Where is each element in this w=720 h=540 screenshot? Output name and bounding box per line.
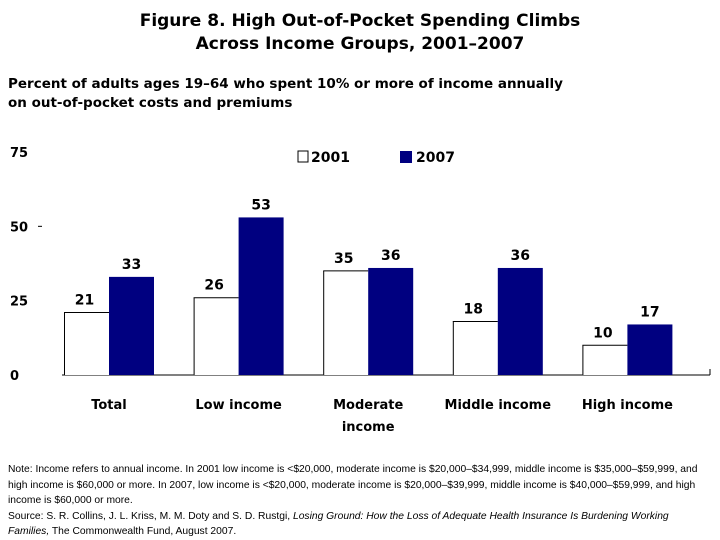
legend-label-2001: 2001: [311, 150, 350, 166]
data-label-2007-4: 17: [640, 304, 659, 320]
legend-swatch-2007: [400, 151, 412, 163]
category-label-4: High income: [582, 398, 673, 413]
y-tick-label-25: 25: [10, 295, 28, 310]
data-label-2007-1: 53: [251, 197, 270, 213]
category-label-1: Low income: [195, 398, 282, 413]
legend-label-2007: 2007: [416, 150, 455, 166]
chart-note: Note: Income refers to annual income. In…: [8, 462, 712, 540]
bar-2001-0: [64, 312, 109, 375]
title-line-2: Across Income Groups, 2001–2007: [195, 34, 525, 54]
bar-2007-2: [368, 267, 414, 375]
data-label-2007-0: 33: [122, 257, 141, 273]
category-label-3: Middle income: [445, 398, 552, 413]
source-text: Source: S. R. Collins, J. L. Kriss, M. M…: [8, 509, 712, 540]
bar-2007-4: [627, 324, 673, 375]
bar-2001-2: [323, 270, 369, 375]
category-label-2-line2: income: [342, 420, 395, 435]
bar-2001-4: [582, 345, 628, 375]
y-tick-label-0: 0: [10, 369, 19, 384]
note-text: Note: Income refers to annual income. In…: [8, 464, 698, 506]
bar-chart: 0 25 50 75 21 33 Total 26 53 Low income 35 36 Modera…: [10, 146, 711, 435]
bar-2007-0: [109, 276, 154, 375]
data-label-2001-4: 10: [593, 325, 613, 341]
subtitle-line-1: Percent of adults ages 19–64 who spent 1…: [8, 76, 563, 92]
y-tick-label-75: 75: [10, 146, 28, 161]
chart-subtitle: Percent of adults ages 19–64 who spent 1…: [8, 75, 708, 113]
bar-2007-3: [497, 267, 543, 375]
bar-2001-1: [193, 297, 239, 375]
category-label-0: Total: [91, 398, 127, 413]
data-label-2007-2: 36: [381, 248, 400, 264]
chart-title: Figure 8. High Out-of-Pocket Spending Cl…: [0, 10, 720, 56]
data-label-2001-0: 21: [75, 293, 94, 309]
title-line-1: Figure 8. High Out-of-Pocket Spending Cl…: [139, 11, 581, 31]
source-prefix: Source: S. R. Collins, J. L. Kriss, M. M…: [8, 510, 293, 522]
category-label-2: Moderate: [333, 398, 403, 413]
source-title: Losing Ground: How the Loss of Adequate …: [8, 510, 669, 538]
subtitle-line-2: on out-of-pocket costs and premiums: [8, 95, 293, 111]
legend-swatch-2001: [297, 150, 309, 163]
data-label-2001-3: 18: [464, 301, 483, 317]
source-suffix: The Commonwealth Fund, August 2007.: [49, 526, 237, 537]
data-label-2001-1: 26: [204, 278, 223, 294]
data-label-2007-3: 36: [511, 248, 530, 264]
data-label-2001-2: 35: [334, 251, 353, 267]
y-tick-label-50: 50: [10, 220, 28, 235]
bar-2001-3: [452, 321, 498, 375]
bar-2007-1: [238, 217, 284, 375]
